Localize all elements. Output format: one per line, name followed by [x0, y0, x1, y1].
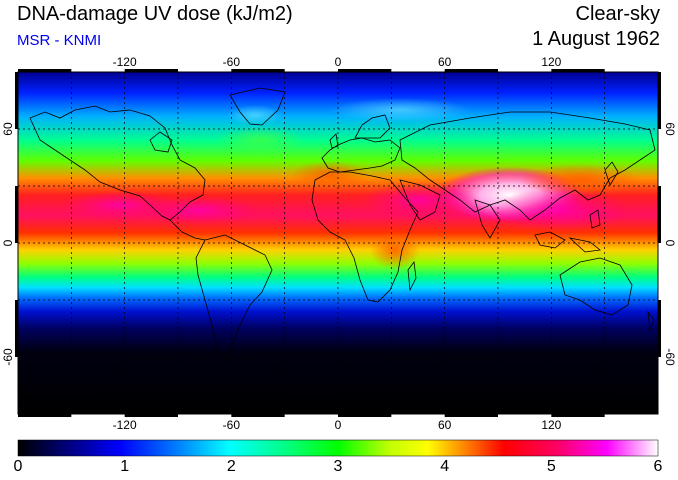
lon-tick-label: -120 [113, 55, 137, 69]
border-segment [444, 69, 498, 72]
colorbar-tick-label: 2 [226, 458, 236, 475]
lon-tick-label: 120 [541, 55, 561, 69]
map-title: DNA-damage UV dose (kJ/m2) [17, 3, 293, 25]
lon-tick-label: 60 [438, 55, 452, 69]
lon-tick-label: 0 [335, 418, 342, 432]
colorbar-tick-label: 1 [120, 458, 130, 475]
colorbar-tick-label: 0 [13, 458, 23, 475]
lat-tick-label: 0 [1, 239, 15, 246]
lat-tick-label: 0 [663, 240, 677, 247]
border-segment [444, 414, 498, 417]
lon-tick-label: -60 [223, 55, 241, 69]
date-label: 1 August 1962 [532, 28, 660, 50]
border-segment [338, 69, 392, 72]
border-segment [231, 414, 285, 417]
colorbar-tick-label: 5 [546, 458, 556, 475]
colorbar-tick-label: 6 [653, 458, 663, 475]
border-segment [551, 69, 605, 72]
border-segment [18, 69, 72, 72]
border-segment [338, 414, 392, 417]
border-segment [124, 69, 178, 72]
colorbar [17, 439, 659, 457]
source-label: MSR - KNMI [17, 32, 102, 49]
border-segment [658, 186, 661, 243]
lon-tick-label: 120 [541, 418, 561, 432]
lat-tick-label: -60 [1, 348, 15, 366]
lat-tick-label: 60 [663, 122, 677, 136]
lat-tick-label: -60 [663, 348, 677, 366]
colorbar-tick-label: 4 [440, 458, 450, 475]
coastlines [18, 87, 658, 399]
colorbar-tick-label: 3 [333, 458, 343, 475]
lon-tick-label: 0 [335, 55, 342, 69]
border-segment [551, 414, 605, 417]
map-border [15, 69, 661, 417]
border-segment [124, 414, 178, 417]
border-segment [231, 69, 285, 72]
lon-ticks-top: -120 -60 0 60 120 [113, 55, 562, 69]
graticule [18, 72, 658, 414]
lon-tick-label: -60 [223, 418, 241, 432]
lat-ticks-right: 60 0 -60 [663, 122, 677, 366]
border-segment [15, 72, 18, 129]
lat-tick-label: 60 [1, 122, 15, 136]
lon-ticks-bottom: -120 -60 0 60 120 [113, 418, 562, 432]
lon-tick-label: 60 [438, 418, 452, 432]
border-segment [658, 72, 661, 129]
border-segment [658, 300, 661, 357]
lon-tick-label: -120 [113, 418, 137, 432]
border-segment [15, 300, 18, 357]
border-segment [18, 414, 72, 417]
border-segment [15, 186, 18, 243]
sky-condition-label: Clear-sky [575, 3, 660, 25]
lat-ticks-left: 60 0 -60 [1, 122, 15, 366]
